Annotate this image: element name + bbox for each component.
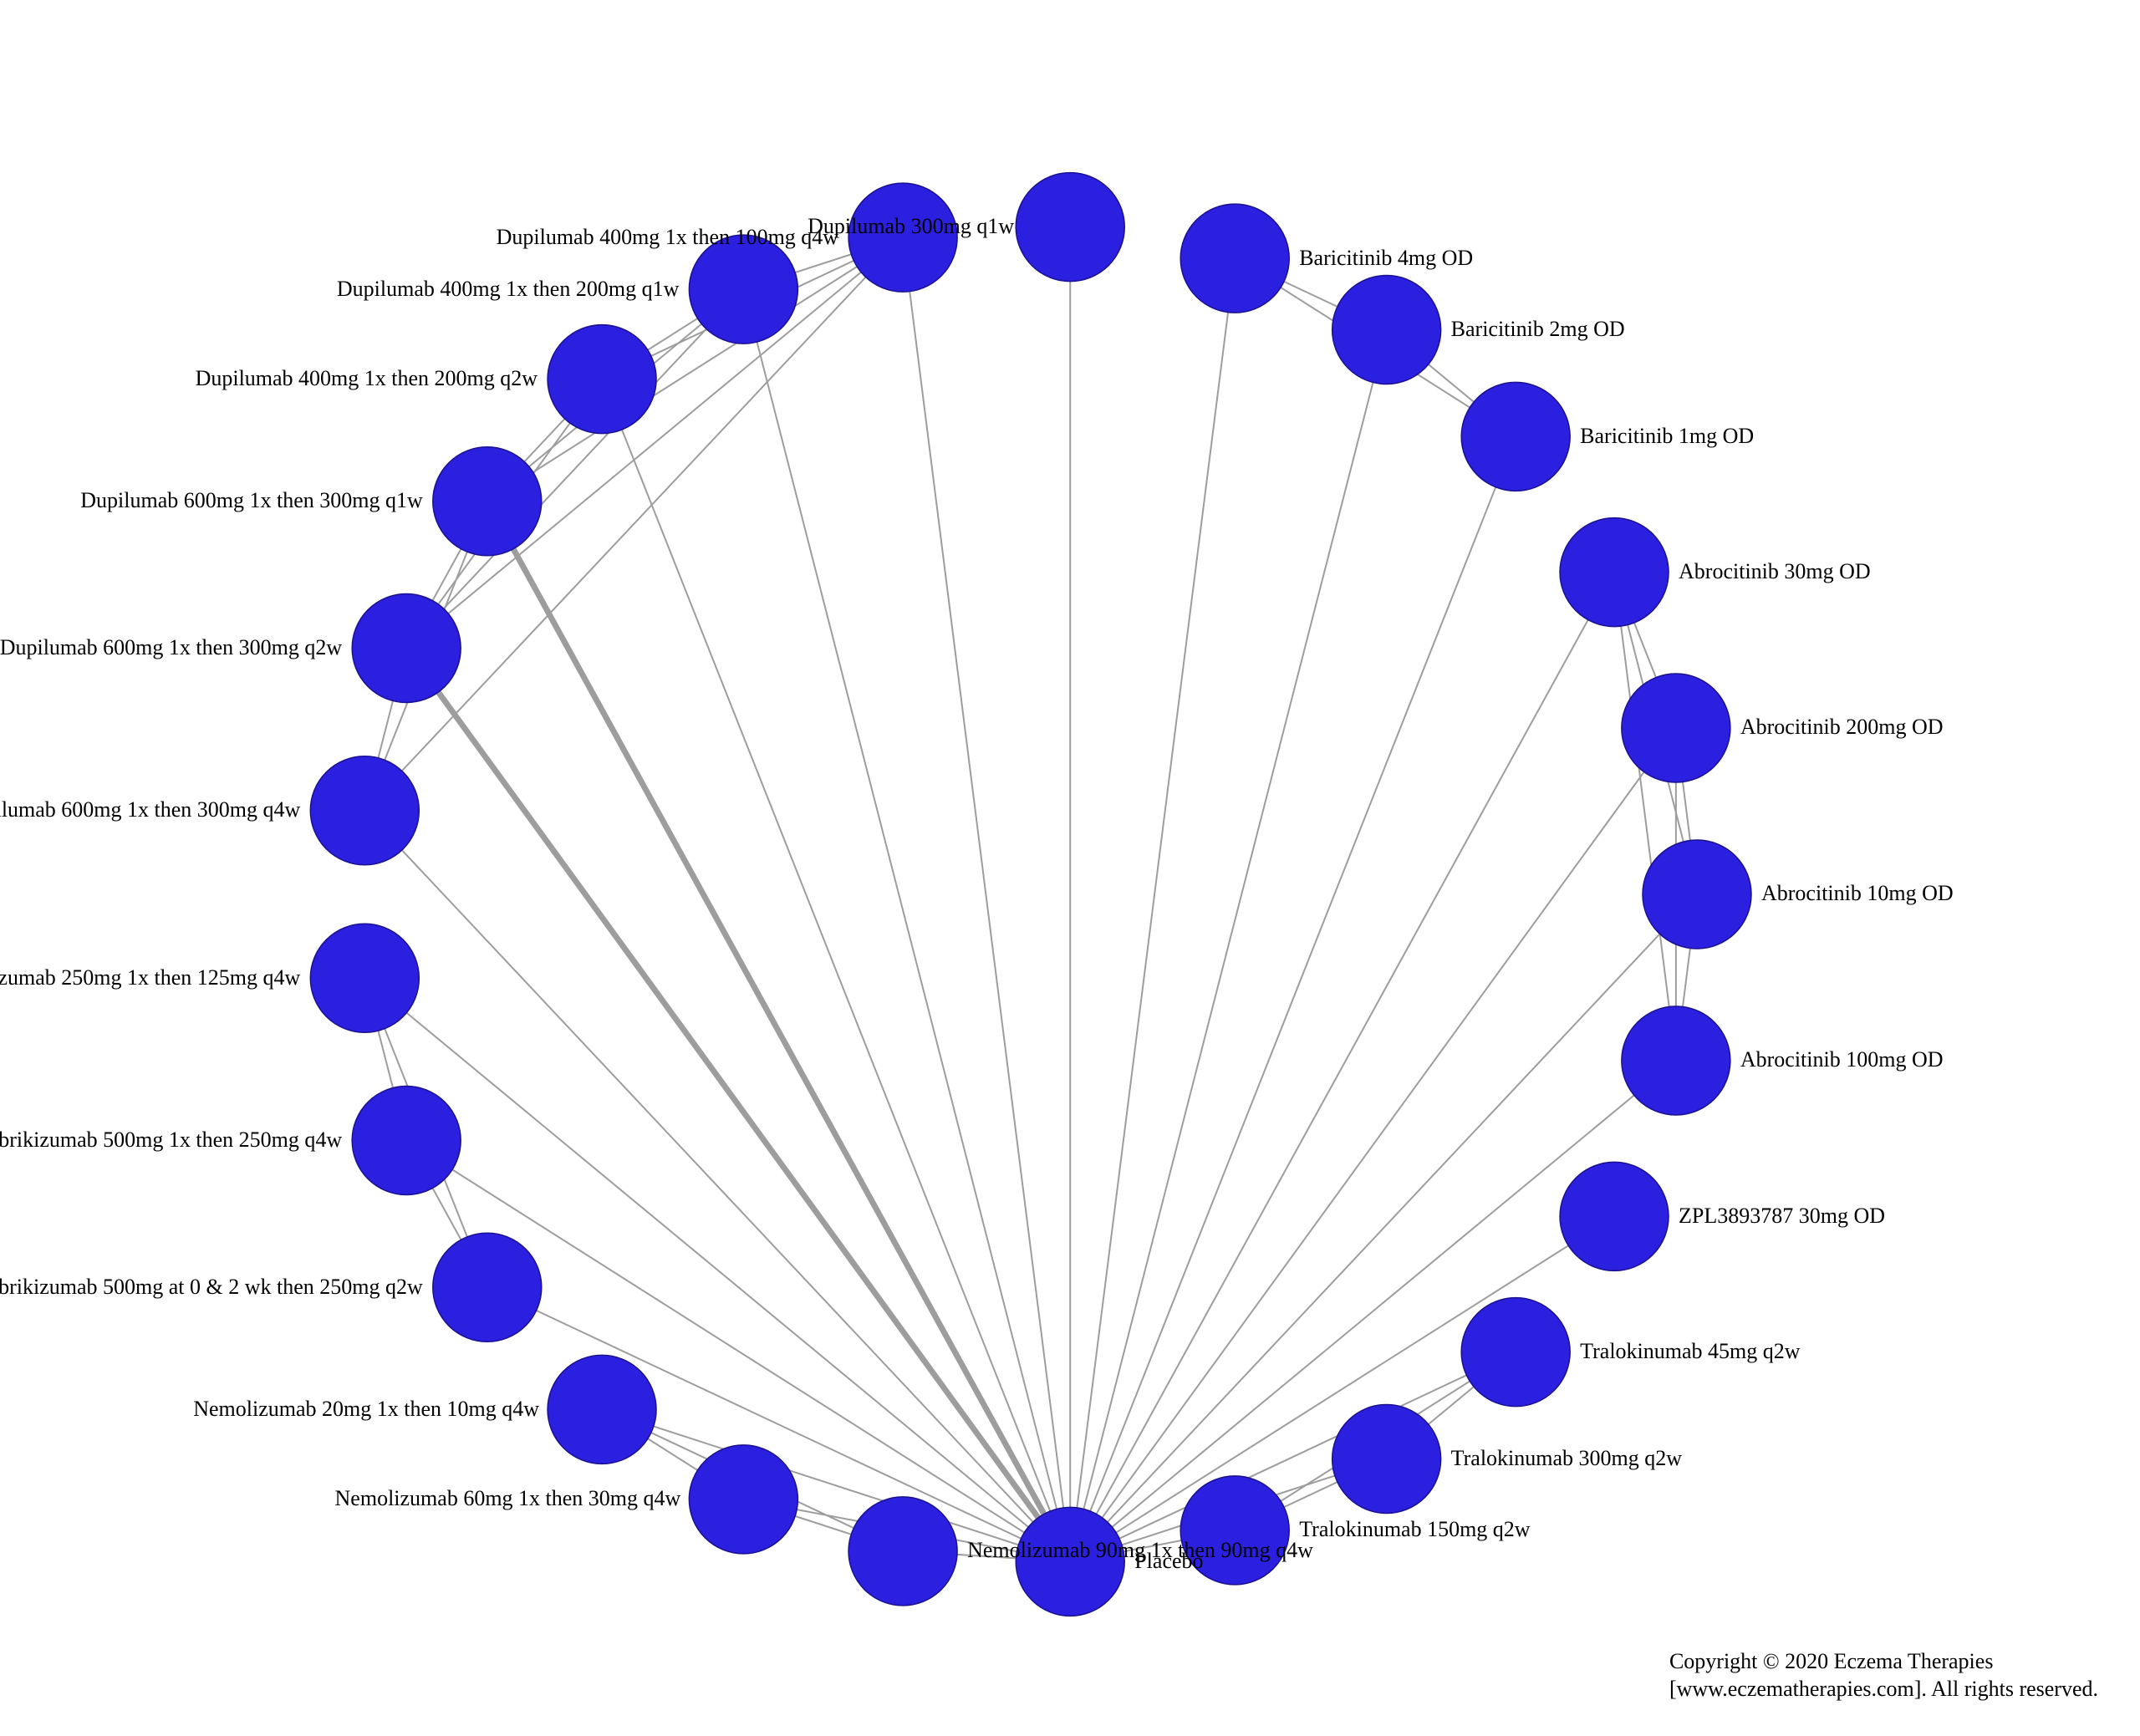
node-label: Abrocitinib 100mg OD (1740, 1047, 1944, 1072)
node-circle (433, 1233, 542, 1341)
node-circle (1016, 173, 1124, 282)
node-circle (1560, 518, 1669, 627)
node-label: Lebrikizumab 250mg 1x then 125mg q4w (0, 965, 300, 990)
copyright-notice: Copyright © 2020 Eczema Therapies [www.e… (1669, 1648, 2098, 1703)
copyright-line1: Copyright © 2020 Eczema Therapies (1669, 1648, 2098, 1676)
node-circle (1622, 1006, 1730, 1115)
node-label: Nemolizumab 60mg 1x then 30mg q4w (335, 1486, 680, 1511)
node-label: Dupilumab 400mg 1x then 200mg q1w (335, 277, 680, 302)
node-circle (352, 594, 461, 703)
node-circle (689, 235, 797, 344)
node-circle (1643, 840, 1751, 949)
node-circle (1180, 204, 1289, 313)
node-circle (1560, 1162, 1669, 1270)
node-circle (689, 1445, 797, 1554)
node-label: Abrocitinib 200mg OD (1740, 715, 1944, 740)
edge (1070, 436, 1516, 1561)
edge (1070, 258, 1235, 1561)
node-circle (433, 447, 542, 556)
node-circle (548, 325, 656, 434)
node-label: Dupilumab 400mg 1x then 100mg q4w (494, 225, 838, 250)
edge (1070, 330, 1386, 1562)
node-label: Tralokinumab 150mg q2w (1299, 1517, 1530, 1542)
node-label: Lebrikizumab 500mg 1x then 250mg q4w (0, 1128, 342, 1153)
node-label: Dupilumab 600mg 1x then 300mg q2w (0, 635, 342, 660)
node-label: Tralokinumab 300mg q2w (1451, 1446, 1682, 1471)
node-circle (310, 756, 419, 865)
node-label: Dupilumab 600mg 1x then 300mg q4w (0, 797, 300, 822)
node-label: Abrocitinib 30mg OD (1679, 559, 1871, 584)
network-diagram (0, 0, 2140, 1736)
edge (1614, 573, 1676, 1061)
edge (406, 649, 1070, 1562)
node-label: Baricitinib 1mg OD (1580, 424, 1754, 449)
edge (602, 379, 1070, 1562)
node-circle (1622, 674, 1730, 782)
node-label: Nemolizumab 90mg 1x then 90mg q4w (967, 1538, 1313, 1563)
node-circle (1332, 1404, 1441, 1513)
node-circle (1332, 276, 1441, 384)
node-circle (1461, 1298, 1570, 1407)
node-circle (310, 924, 419, 1032)
edge (1070, 573, 1614, 1562)
edge (743, 289, 1070, 1561)
node-label: Baricitinib 2mg OD (1451, 317, 1625, 342)
node-label: Dupilumab 400mg 1x then 200mg q2w (193, 366, 538, 391)
copyright-line2: [www.eczematherapies.com]. All rights re… (1669, 1676, 2098, 1703)
node-label: Abrocitinib 10mg OD (1761, 881, 1954, 906)
node-circle (848, 1497, 957, 1606)
node-label: Lebrikizumab 500mg at 0 & 2 wk then 250m… (0, 1275, 423, 1300)
node-circle (548, 1355, 656, 1464)
node-circle (1461, 382, 1570, 491)
node-label: ZPL3893787 30mg OD (1679, 1204, 1885, 1229)
node-label: Dupilumab 600mg 1x then 300mg q1w (79, 488, 423, 513)
node-label: Tralokinumab 45mg q2w (1580, 1339, 1800, 1364)
node-label: Nemolizumab 20mg 1x then 10mg q4w (193, 1397, 538, 1422)
node-circle (352, 1086, 461, 1194)
node-label: Baricitinib 4mg OD (1299, 246, 1473, 271)
node-label: Dupilumab 300mg q1w (808, 214, 1006, 239)
